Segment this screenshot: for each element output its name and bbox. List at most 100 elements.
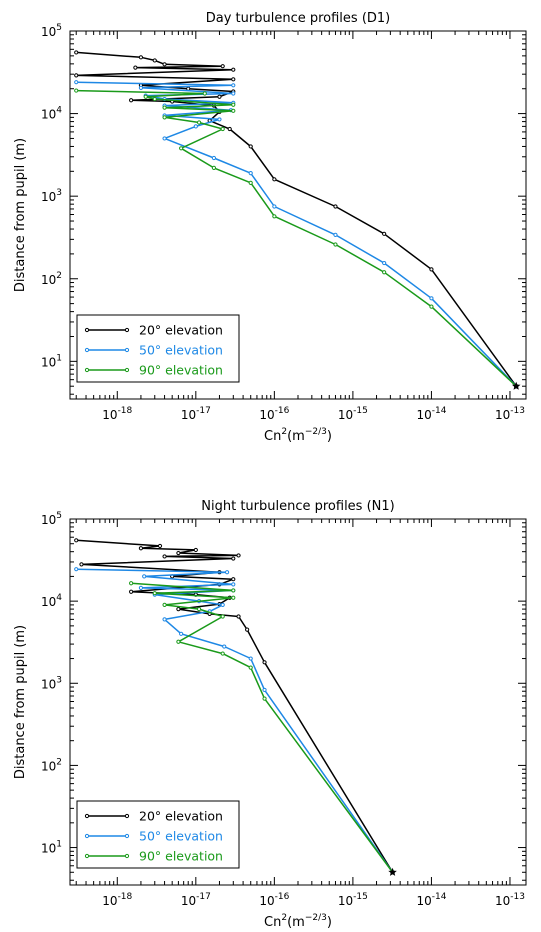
data-point [162, 115, 167, 120]
x-tick-label: 10-14 [416, 892, 446, 908]
legend-marker [124, 853, 130, 859]
x-axis-label: Cn2(m−2/3) [264, 913, 332, 930]
data-point [129, 589, 134, 594]
data-point [248, 180, 253, 185]
data-point [138, 546, 144, 551]
ground-marker [511, 381, 521, 390]
data-point [262, 696, 267, 701]
data-point [162, 554, 167, 559]
data-point [129, 98, 134, 103]
y-tick-label: 103 [41, 188, 62, 204]
data-point [224, 570, 230, 575]
data-point [157, 543, 163, 549]
legend-marker [124, 813, 130, 819]
legend-marker [84, 347, 90, 353]
x-tick-label: 10-15 [338, 892, 368, 908]
data-point [162, 617, 167, 622]
data-point [231, 102, 236, 107]
data-point [138, 585, 144, 590]
axis-ticks [70, 518, 526, 885]
y-tick-label: 103 [41, 675, 62, 691]
data-point [272, 204, 277, 209]
data-point [129, 581, 134, 586]
y-tick-label: 102 [41, 271, 62, 287]
data-point [193, 547, 198, 553]
data-point [143, 94, 148, 99]
data-point [162, 136, 167, 141]
legend-marker [124, 367, 130, 373]
data-point [382, 260, 387, 266]
data-point [333, 232, 338, 237]
data-point [231, 595, 236, 600]
chart-title: Night turbulence profiles (N1) [201, 499, 394, 514]
x-tick-label: 10-18 [102, 892, 132, 908]
legend-item: 90° elevation [84, 363, 223, 378]
series-line [76, 81, 517, 387]
data-point [176, 550, 181, 556]
data-point [231, 588, 236, 593]
legend-label: 50° elevation [139, 829, 223, 844]
ground-marker [388, 867, 397, 876]
legend-label: 90° elevation [139, 849, 223, 864]
data-point [231, 582, 236, 587]
data-point [220, 126, 225, 132]
legend-label: 20° elevation [139, 809, 223, 824]
legend-marker [84, 833, 90, 839]
data-point [231, 83, 236, 88]
x-tick-label: 10-17 [181, 406, 211, 422]
legend-marker [84, 367, 90, 373]
data-point [272, 214, 277, 219]
data-point [248, 656, 253, 661]
data-point [162, 602, 167, 607]
data-point [162, 62, 167, 67]
legend-label: 90° elevation [139, 363, 223, 378]
data-point [74, 50, 79, 55]
data-point [429, 267, 434, 272]
x-tick-label: 10-18 [102, 406, 132, 422]
data-point [333, 242, 338, 247]
data-point [429, 304, 434, 309]
data-point [227, 126, 232, 132]
legend-item: 20° elevation [84, 809, 223, 824]
legend: 20° elevation 50° elevation 90° elevation [76, 314, 240, 383]
legend-label: 20° elevation [139, 323, 223, 338]
legend-box [76, 800, 240, 869]
data-point [74, 80, 79, 85]
data-point [231, 556, 236, 561]
data-point [236, 614, 241, 619]
y-tick-label: 104 [41, 593, 62, 609]
data-point [152, 591, 157, 596]
x-tick-label: 10-17 [181, 892, 211, 908]
data-point [220, 651, 225, 656]
data-point [262, 660, 267, 665]
axis-ticks [70, 30, 526, 399]
y-axis-label: Distance from pupil (m) [13, 138, 28, 292]
chart-title: Day turbulence profiles (D1) [206, 11, 391, 26]
legend-marker [84, 813, 90, 819]
legend-item: 20° elevation [84, 323, 223, 338]
series-line [131, 582, 394, 873]
legend-marker [84, 853, 90, 859]
data-point [217, 117, 222, 122]
data-point [138, 55, 144, 60]
legend-item: 50° elevation [84, 343, 223, 358]
data-point [74, 567, 79, 572]
y-tick-label: 101 [41, 840, 62, 856]
y-tick-label: 101 [41, 353, 62, 369]
data-point [333, 204, 338, 209]
y-tick-label: 104 [41, 106, 62, 122]
data-point [211, 155, 217, 161]
data-point [211, 165, 217, 170]
data-point [248, 171, 253, 176]
data-point [217, 94, 222, 99]
data-point [231, 91, 236, 96]
data-point [248, 144, 253, 149]
legend-marker [124, 833, 130, 839]
data-point [138, 85, 144, 90]
data-point [152, 58, 157, 63]
data-point [176, 606, 181, 612]
data-point [220, 602, 225, 607]
data-point [152, 96, 157, 102]
data-point [74, 88, 79, 93]
